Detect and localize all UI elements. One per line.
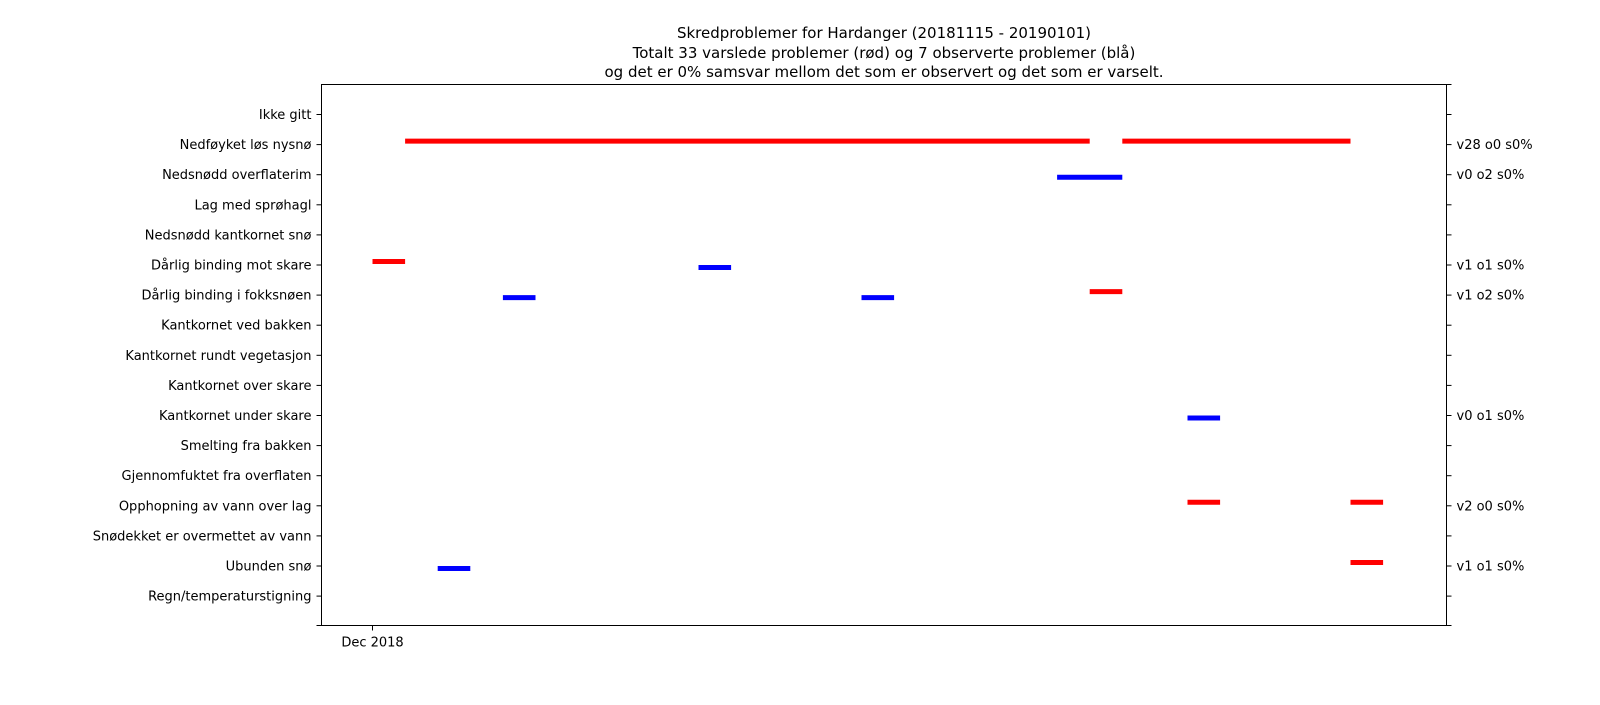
y-tick-label: Lag med sprøhagl [194, 198, 311, 213]
y-tick-label: Nedsnødd kantkornet snø [145, 228, 312, 243]
right-count-label: v1 o2 s0% [1457, 289, 1525, 304]
y-tick-label: Gjennomfuktet fra overflaten [122, 469, 312, 484]
y-tick-label: Kantkornet over skare [168, 379, 311, 394]
y-axis-right: v28 o0 s0% v0 o2 s0% v1 o1 s0% v1 o2 s0% v0 … [1446, 84, 1533, 626]
y-axis-left: Ikke gitt Nedføyket løs nysnø Nedsnødd ove… [93, 108, 322, 626]
y-tick-label: Ikke gitt [259, 108, 312, 123]
y-tick-label: Opphopning av vann over lag [119, 499, 312, 514]
right-count-label: v0 o1 s0% [1457, 409, 1525, 424]
x-axis: Dec 2018 [341, 625, 404, 651]
plot-area [321, 84, 1447, 626]
chart-title-line-3: og det er 0% samsvar mellom det som er o… [604, 63, 1163, 81]
x-tick-label: Dec 2018 [341, 636, 403, 651]
y-tick-label: Snødekket er overmettet av vann [93, 529, 312, 544]
y-tick-label: Regn/temperaturstigning [148, 590, 311, 605]
right-count-label: v0 o2 s0% [1457, 168, 1525, 183]
right-count-label: v1 o1 s0% [1457, 259, 1525, 274]
chart-title-line-2: Totalt 33 varslede problemer (rød) og 7 … [632, 44, 1136, 62]
right-count-label: v2 o0 s0% [1457, 499, 1525, 514]
y-tick-label: Kantkornet ved bakken [161, 319, 311, 334]
right-count-label: v28 o0 s0% [1457, 138, 1533, 153]
y-tick-label: Dårlig binding mot skare [151, 259, 311, 274]
y-tick-label: Dårlig binding i fokksnøen [141, 289, 311, 304]
y-tick-label: Nedsnødd overflaterim [162, 168, 311, 183]
chart-title-line-1: Skredproblemer for Hardanger (20181115 -… [677, 24, 1091, 42]
right-count-label: v1 o1 s0% [1457, 560, 1525, 575]
y-tick-label: Kantkornet under skare [159, 409, 312, 424]
segment-layer [372, 138, 1384, 571]
chart-title: Skredproblemer for Hardanger (20181115 -… [604, 24, 1163, 81]
y-tick-label: Ubunden snø [226, 560, 312, 575]
y-tick-label: Nedføyket løs nysnø [180, 138, 312, 153]
y-tick-label: Kantkornet rundt vegetasjon [125, 349, 311, 364]
y-tick-label: Smelting fra bakken [181, 439, 312, 454]
